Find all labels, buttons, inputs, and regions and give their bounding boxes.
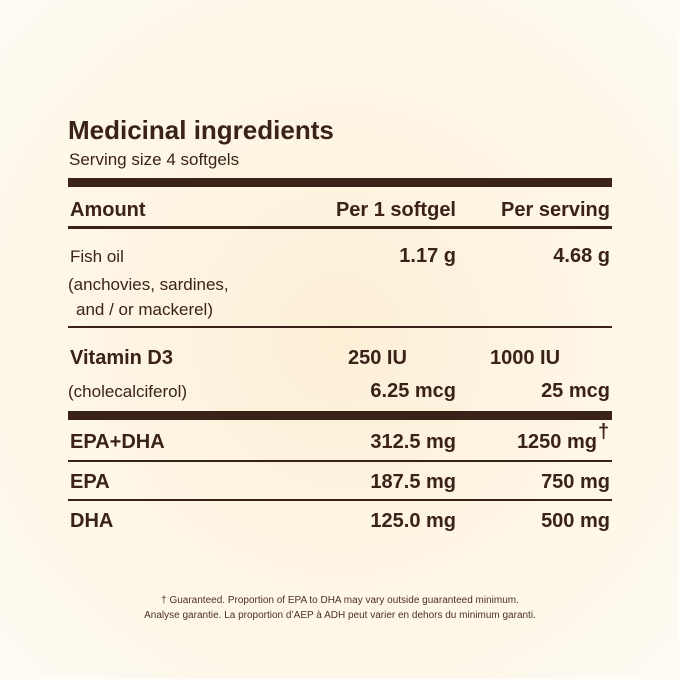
header: Per serving — [501, 199, 610, 221]
row-note: (cholecalciferol) — [68, 382, 187, 401]
dagger: † — [598, 421, 609, 443]
cell: 1000 IU — [490, 347, 560, 369]
cell: 4.68 g — [553, 245, 610, 267]
rule — [68, 326, 612, 328]
cell: 1.17 g — [399, 245, 456, 267]
row-name: EPA+DHA — [70, 431, 165, 453]
row-name: Fish oil — [70, 247, 124, 266]
rules — [68, 178, 612, 501]
title: Medicinal ingredients — [68, 115, 334, 145]
cell: 6.25 mcg — [370, 380, 456, 402]
rule — [68, 178, 612, 187]
cell: 125.0 mg — [370, 510, 456, 532]
row-name: Vitamin D3 — [70, 347, 173, 369]
cell: 187.5 mg — [370, 471, 456, 493]
subtitle: Serving size 4 softgels — [69, 150, 239, 169]
row-name: EPA — [70, 471, 110, 493]
footnote: † Guaranteed. Proportion of EPA to DHA m… — [161, 595, 519, 606]
cell: 500 mg — [541, 510, 610, 532]
table: Amount Per 1 softgel Per serving Fish oi… — [68, 199, 610, 532]
cell: 312.5 mg — [370, 431, 456, 453]
cell: 750 mg — [541, 471, 610, 493]
rule — [68, 411, 612, 420]
header: Amount — [70, 199, 146, 221]
row-note: (anchovies, sardines, — [68, 275, 229, 294]
cell: 1250 mg — [517, 431, 597, 453]
footnote: Analyse garantie. La proportion d’AEP à … — [144, 610, 536, 621]
row-name: DHA — [70, 510, 113, 532]
rule — [68, 499, 612, 501]
rule — [68, 460, 612, 462]
header: Per 1 softgel — [336, 199, 456, 221]
row-note: and / or mackerel) — [76, 300, 213, 319]
cell: 250 IU — [348, 347, 407, 369]
cell: 25 mcg — [541, 380, 610, 402]
rule — [68, 226, 612, 229]
